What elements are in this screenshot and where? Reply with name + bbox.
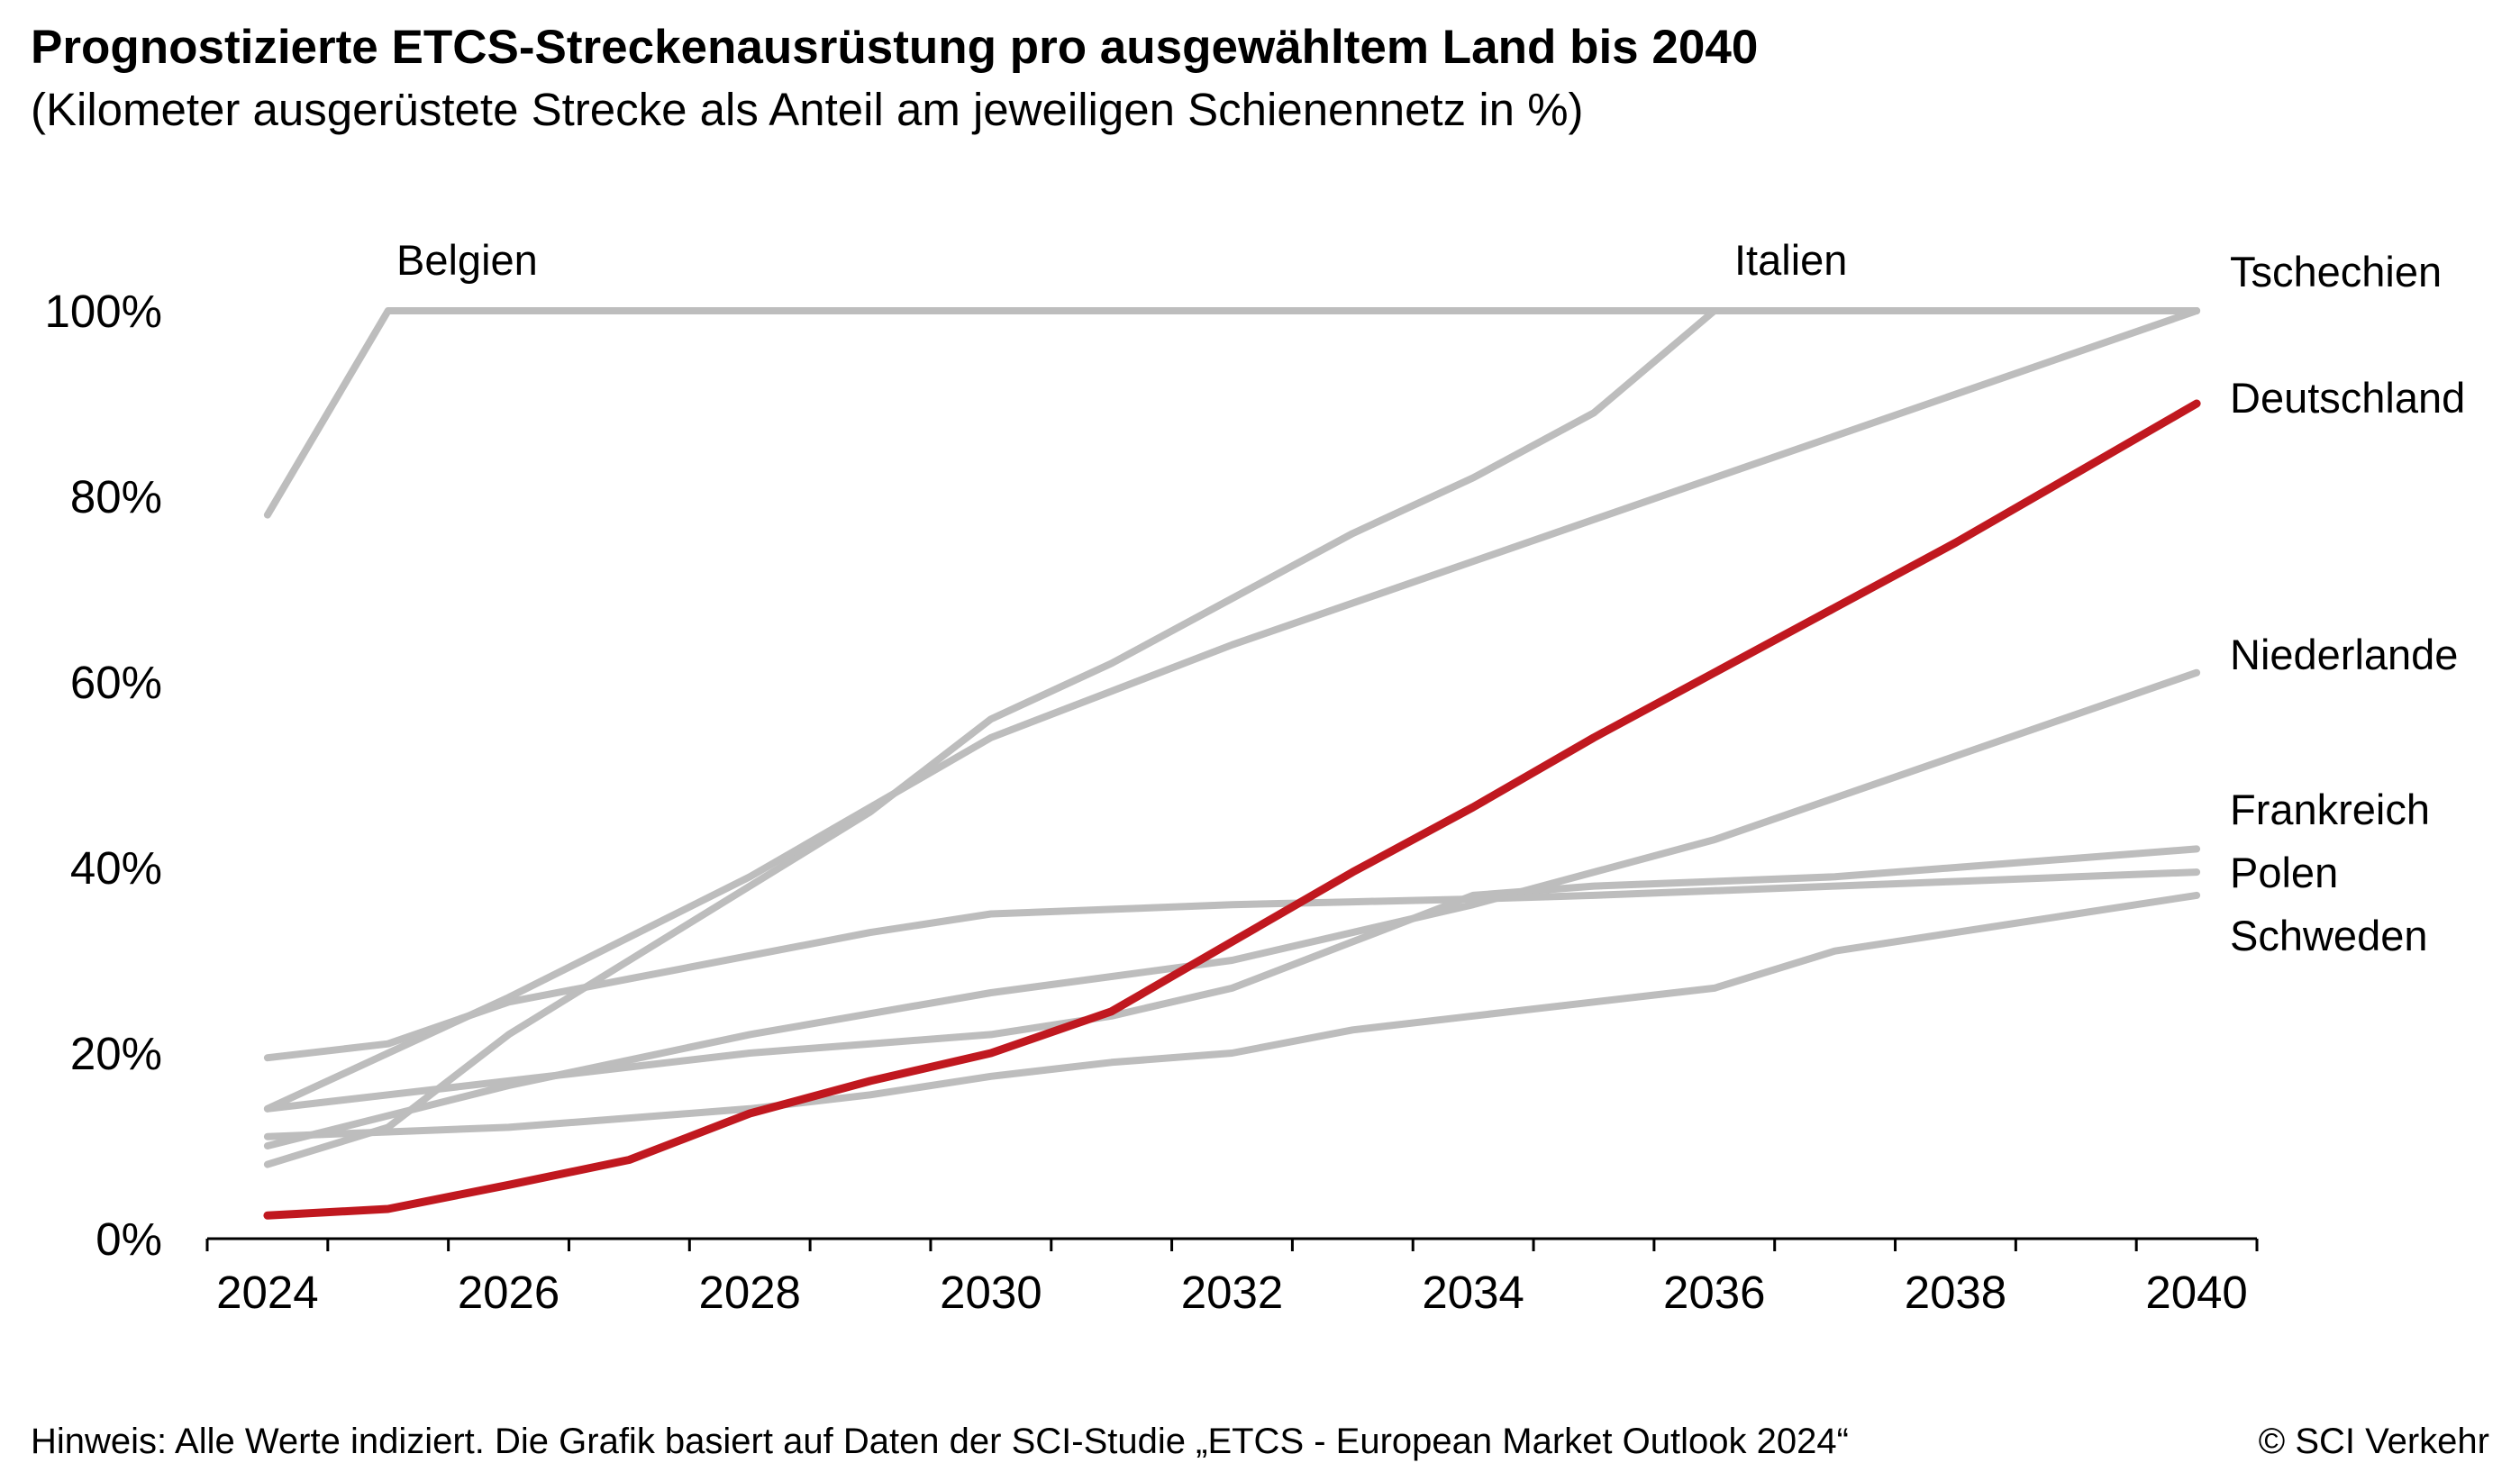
copyright: © SCI Verkehr: [2258, 1422, 2489, 1461]
series-label-italien: Italien: [1734, 236, 1847, 284]
series-label-niederlande: Niederlande: [2230, 631, 2458, 678]
footnote: Hinweis: Alle Werte indiziert. Die Grafi…: [31, 1422, 1849, 1461]
chart-axes: 2024 2026 2028 2030 2032 2034 2036 2038 2040 0% 20…: [45, 286, 2259, 1318]
x-tick-label: 2038: [1905, 1267, 2006, 1318]
line-chart: 2024 2026 2028 2030 2032 2034 2036 2038 2040 0% 20…: [45, 236, 2466, 1318]
series-line-italien: [263, 307, 2201, 1168]
x-tick-label: 2030: [940, 1267, 1042, 1318]
series-line-belgien: [263, 307, 2201, 519]
series-line-deutschland: [263, 399, 2201, 1220]
series-label-schweden: Schweden: [2230, 912, 2428, 959]
x-tick-label: 2040: [2145, 1267, 2247, 1318]
x-tick-label: 2034: [1422, 1267, 1524, 1318]
chart-title: Prognostizierte ETCS-Streckenausrüstung …: [31, 21, 1759, 74]
series-label-polen: Polen: [2230, 849, 2338, 896]
series-line-schweden: [263, 891, 2201, 1140]
series-line-frankreich: [263, 845, 2201, 1113]
x-tick-label: 2032: [1181, 1267, 1283, 1318]
series-line-tschechien: [263, 307, 2201, 1113]
chart-subtitle: (Kilometer ausgerüstete Strecke als Ante…: [31, 84, 1584, 135]
series-labels: Belgien Italien Tschechien Deutschland Niede…: [396, 236, 2465, 959]
y-tick-label: 20%: [70, 1028, 162, 1079]
series-label-frankreich: Frankreich: [2230, 786, 2430, 833]
y-tick-label: 40%: [70, 842, 162, 894]
y-tick-label: 100%: [45, 286, 162, 337]
y-tick-label: 0%: [96, 1213, 162, 1265]
series-label-belgien: Belgien: [396, 236, 538, 284]
x-tick-label: 2028: [698, 1267, 800, 1318]
series-lines: [263, 307, 2201, 1168]
x-tick-label: 2024: [216, 1267, 318, 1318]
y-tick-label: 80%: [70, 471, 162, 522]
highlight-series-lines: [263, 399, 2201, 1220]
series-label-tschechien: Tschechien: [2230, 248, 2442, 295]
x-tick-label: 2036: [1663, 1267, 1765, 1318]
y-tick-label: 60%: [70, 657, 162, 708]
series-label-deutschland: Deutschland: [2230, 374, 2465, 422]
x-tick-label: 2026: [458, 1267, 559, 1318]
series-line-polen: [263, 868, 2201, 1062]
